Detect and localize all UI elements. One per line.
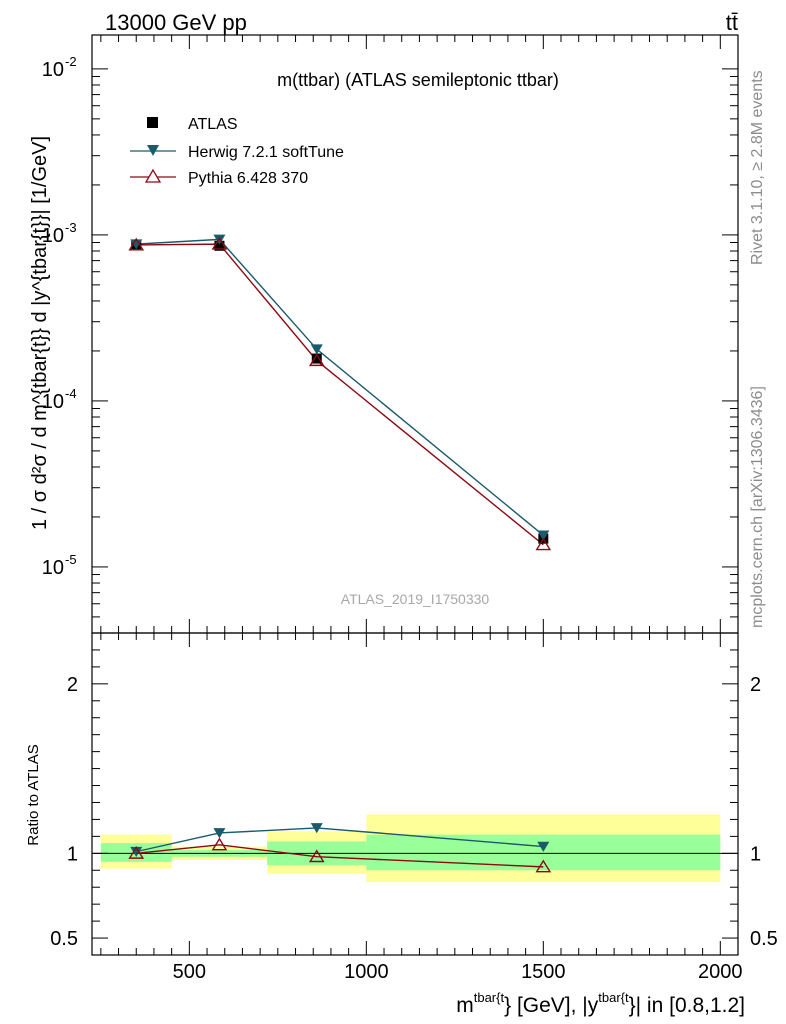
rivet-label: Rivet 3.1.10, ≥ 2.8M events (749, 70, 766, 265)
x-label-main: m (456, 994, 474, 1017)
legend: ATLAS Herwig 7.2.1 softTune Pythia 6.428… (130, 116, 344, 187)
legend-marker-pythia (144, 168, 162, 183)
pythia-ratio-point (211, 837, 228, 851)
y-tick-label-3: 10 -2 (42, 54, 77, 81)
y-tick-base: 10 (42, 59, 64, 81)
x-tick-label: 500 (173, 961, 206, 983)
ratio-plot-frame (91, 632, 739, 956)
y-tick-base: 10 (42, 557, 64, 579)
atlas-point (214, 240, 225, 251)
x-label-sup2: tbar{t (598, 990, 629, 1005)
x-tick-label: 1500 (521, 961, 566, 983)
pythia-point (128, 237, 145, 251)
ratio-band-inner (100, 834, 721, 871)
x-label-mid: } [GeV], |y (504, 994, 599, 1017)
herwig-line (136, 238, 544, 536)
main-axis-ticks (92, 35, 738, 634)
ratio-tick-label-right: 2 (750, 674, 761, 696)
atlas-point (311, 353, 322, 364)
legend-label-pythia: Pythia 6.428 370 (188, 170, 308, 187)
herwig-point (213, 234, 226, 245)
x-axis-label: mtbar{t} [GeV], |ytbar{t}| in [0.8,1.2] (456, 990, 745, 1017)
y-tick-exp: -4 (65, 386, 77, 401)
ratio-axis-ticks (92, 633, 738, 955)
header-right: tt̄ (726, 10, 738, 35)
ratio-tick-label: 0.5 (50, 928, 78, 950)
herwig-ratio-point (537, 841, 550, 852)
ratio-tick-label-right: 1 (750, 843, 761, 865)
x-label-sup1: tbar{t (474, 990, 505, 1005)
y-tick-base: 10 (42, 225, 64, 247)
series-markers (128, 234, 552, 551)
pythia-point (308, 353, 325, 367)
x-tick-label: 1000 (344, 961, 389, 983)
header-left: 13000 GeV pp (105, 10, 247, 35)
pythia-point (211, 236, 228, 250)
herwig-point (130, 239, 143, 250)
pythia-ratio-point (308, 849, 325, 863)
pythia-point (535, 537, 552, 551)
pythia-line (136, 243, 544, 546)
series-lines (136, 238, 544, 546)
chart-title: m(ttbar) (ATLAS semileptonic ttbar) (277, 70, 559, 90)
y-tick-label-1: 10 -4 (42, 386, 77, 413)
herwig-ratio-point (213, 828, 226, 839)
legend-marker-atlas (147, 117, 158, 128)
pythia-ratio-point (535, 859, 552, 873)
ratio-y-axis-label: Ratio to ATLAS (25, 744, 42, 845)
ratio-tick-label: 1 (67, 843, 78, 865)
herwig-ratio-point (310, 823, 323, 834)
y-axis-label: 1 / σ d²σ / d m^{tbar{t}} d |y^{tbar{t}}… (29, 136, 51, 530)
legend-label-herwig: Herwig 7.2.1 softTune (188, 144, 344, 161)
herwig-point (537, 530, 550, 541)
pythia-ratio-line (136, 844, 544, 868)
ratio-lines (128, 823, 552, 873)
legend-marker-herwig (147, 145, 159, 156)
y-tick-label-0: 10 -5 (42, 552, 77, 579)
ratio-tick-label: 2 (67, 674, 78, 696)
mcplots-label: mcplots.cern.ch [arXiv:1306.3436] (749, 386, 766, 628)
y-tick-exp: -5 (65, 552, 77, 567)
y-tick-base: 10 (42, 391, 64, 413)
herwig-ratio-point (130, 846, 143, 858)
herwig-ratio-line (136, 827, 544, 853)
x-label-end: }| in [0.8,1.2] (629, 994, 745, 1017)
herwig-point (310, 344, 323, 355)
ratio-tick-label-right: 0.5 (750, 928, 778, 950)
pythia-ratio-point (128, 845, 145, 859)
y-tick-exp: -3 (65, 220, 77, 235)
band-inner-bin (366, 834, 721, 871)
watermark: ATLAS_2019_I1750330 (341, 591, 490, 607)
y-tick-exp: -2 (65, 54, 77, 69)
legend-label-atlas: ATLAS (188, 116, 238, 133)
x-tick-label: 2000 (698, 961, 743, 983)
y-tick-label-2: 10 -3 (42, 220, 77, 247)
